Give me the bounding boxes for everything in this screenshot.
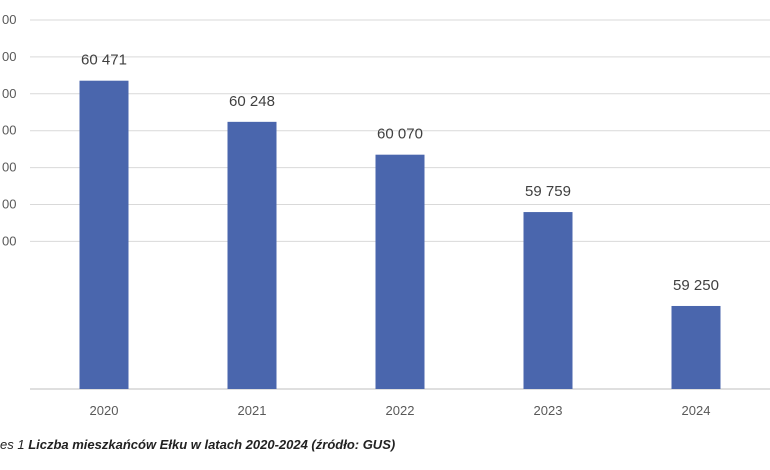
x-tick-label: 2024 bbox=[682, 403, 711, 418]
bar bbox=[375, 154, 425, 389]
figure-caption: es 1 Liczba mieszkańców Ełku w latach 20… bbox=[0, 437, 395, 452]
bar-chart: 00 00 00 00 00 00 00 60 471 60 248 60 070 59 759 5… bbox=[2, 12, 770, 418]
data-label: 60 471 bbox=[81, 52, 127, 69]
y-tick-label: 00 bbox=[2, 123, 16, 138]
caption-prefix: es 1 bbox=[0, 437, 29, 452]
y-tick-label: 00 bbox=[2, 49, 16, 64]
y-tick-label: 00 bbox=[2, 160, 16, 175]
y-tick-label: 00 bbox=[2, 233, 16, 248]
data-label: 59 250 bbox=[673, 277, 719, 294]
data-label: 60 070 bbox=[377, 126, 423, 143]
x-axis-ticks: 2020 2021 2022 2023 2024 bbox=[90, 403, 711, 418]
y-axis-ticks: 00 00 00 00 00 00 00 bbox=[2, 12, 16, 248]
y-tick-label: 00 bbox=[2, 86, 16, 101]
data-label: 59 759 bbox=[525, 183, 571, 200]
y-tick-label: 00 bbox=[2, 197, 16, 212]
bar bbox=[523, 212, 573, 389]
bars bbox=[79, 80, 721, 390]
bar bbox=[227, 121, 277, 390]
data-label: 60 248 bbox=[229, 93, 275, 110]
x-tick-label: 2023 bbox=[534, 403, 563, 418]
caption-text: Liczba mieszkańców Ełku w latach 2020-20… bbox=[28, 437, 396, 452]
bar bbox=[79, 80, 129, 389]
x-tick-label: 2021 bbox=[238, 403, 267, 418]
bar bbox=[671, 305, 721, 389]
x-tick-label: 2020 bbox=[90, 403, 119, 418]
x-tick-label: 2022 bbox=[386, 403, 415, 418]
y-tick-label: 00 bbox=[2, 12, 16, 27]
data-labels: 60 471 60 248 60 070 59 759 59 250 bbox=[81, 52, 719, 294]
